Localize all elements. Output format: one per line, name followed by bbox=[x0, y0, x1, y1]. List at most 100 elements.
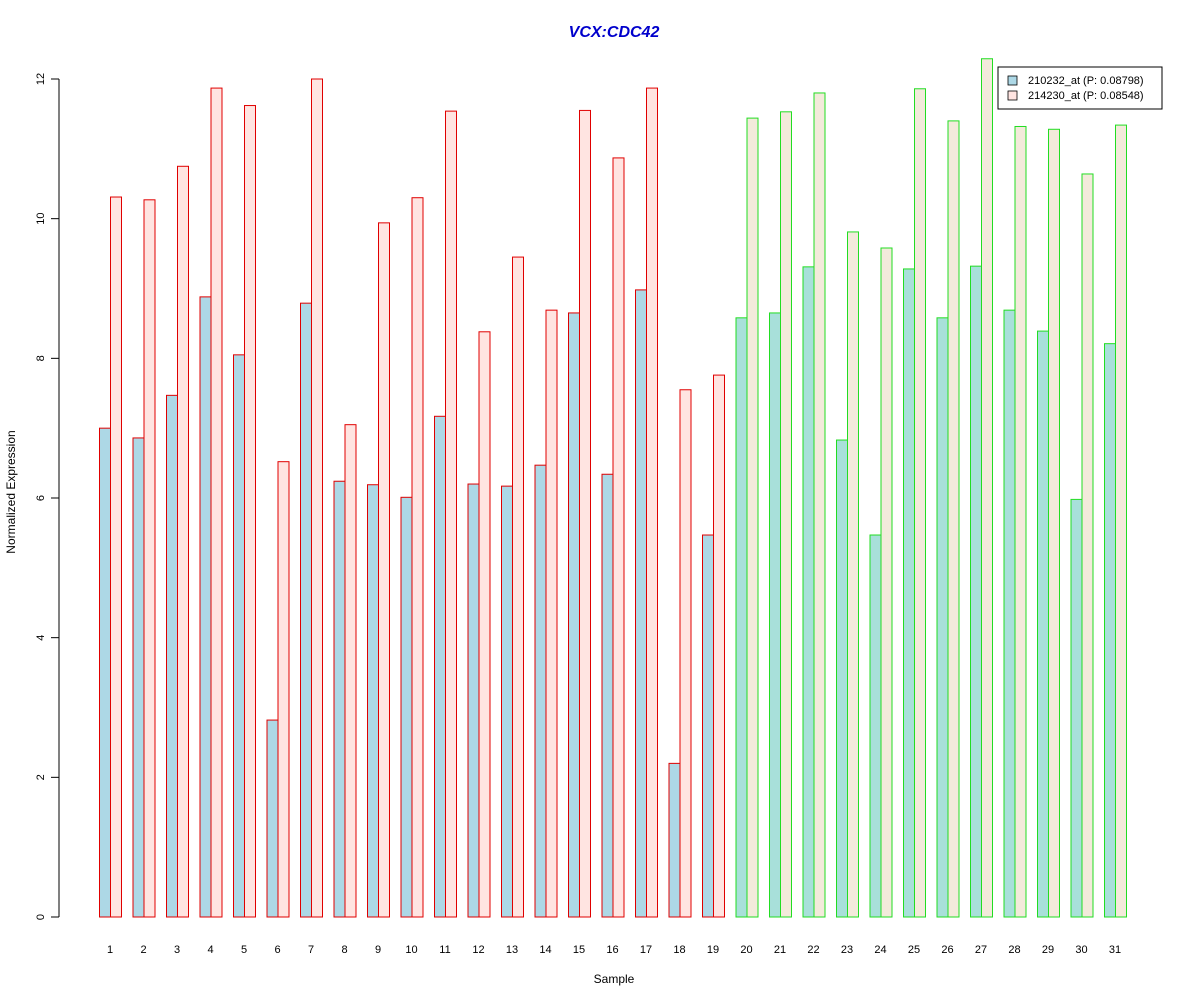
legend-swatch bbox=[1007, 90, 1018, 101]
x-tick-label: 11 bbox=[439, 944, 450, 956]
bar-s2-4 bbox=[210, 87, 223, 918]
bar-s1-25 bbox=[903, 268, 915, 918]
bar-s1-20 bbox=[735, 317, 748, 918]
x-tick-label: 2 bbox=[140, 944, 146, 956]
bar-s2-10 bbox=[411, 197, 424, 918]
y-tick-label: 8 bbox=[35, 355, 47, 361]
x-tick-label: 3 bbox=[174, 944, 180, 956]
bar-s1-15 bbox=[568, 312, 580, 918]
legend: 210232_at (P: 0.08798) 214230_at (P: 0.08… bbox=[997, 66, 1163, 110]
bar-s1-19 bbox=[702, 534, 714, 918]
bar-s2-11 bbox=[445, 110, 457, 918]
bar-s2-13 bbox=[512, 256, 524, 918]
x-tick-label: 6 bbox=[274, 944, 280, 956]
x-tick-label: 28 bbox=[1008, 944, 1020, 956]
x-tick-label: 17 bbox=[640, 944, 652, 956]
y-axis: 0 2 4 6 8 10 12 bbox=[35, 73, 60, 920]
x-tick-label: 1 bbox=[107, 944, 113, 956]
x-tick-label: 20 bbox=[740, 944, 752, 956]
bar-s1-24 bbox=[869, 534, 882, 918]
bar-s1-23 bbox=[836, 439, 848, 918]
bar-s1-1 bbox=[99, 427, 111, 918]
x-tick-label: 5 bbox=[241, 944, 247, 956]
x-tick-label: 22 bbox=[807, 944, 819, 956]
bar-s2-1 bbox=[110, 196, 122, 918]
bar-s2-25 bbox=[914, 88, 926, 918]
x-tick-label: 15 bbox=[573, 944, 585, 956]
x-tick-label: 23 bbox=[841, 944, 853, 956]
x-tick-label: 29 bbox=[1042, 944, 1054, 956]
x-tick-label: 4 bbox=[207, 944, 213, 956]
bar-s2-19 bbox=[713, 374, 725, 918]
chart-title: VCX:CDC42 bbox=[569, 24, 660, 41]
x-tick-label: 30 bbox=[1075, 944, 1087, 956]
x-axis-tick-labels: 1 2 3 4 5 6 7 8 9 10 11 12 13 14 15 16 17 18 19 20 21 22 23 24 2… bbox=[107, 944, 1121, 956]
x-tick-label: 19 bbox=[707, 944, 719, 956]
bar-s1-5 bbox=[233, 354, 245, 918]
bar-s2-17 bbox=[646, 87, 658, 918]
x-tick-label: 26 bbox=[941, 944, 953, 956]
x-tick-label: 25 bbox=[908, 944, 920, 956]
legend-label: 210232_at (P: 0.08798) bbox=[1028, 75, 1144, 87]
bar-s1-2 bbox=[132, 437, 145, 918]
bar-s1-8 bbox=[333, 480, 346, 918]
legend-swatch bbox=[1007, 75, 1018, 86]
bar-s1-26 bbox=[936, 317, 949, 918]
bar-s1-18 bbox=[668, 762, 681, 918]
bar-s1-14 bbox=[534, 464, 547, 918]
bar-s2-15 bbox=[579, 109, 591, 918]
bar-s1-29 bbox=[1037, 330, 1049, 918]
y-tick-label: 2 bbox=[35, 774, 47, 780]
bar-s2-29 bbox=[1048, 128, 1060, 918]
y-tick-label: 10 bbox=[35, 213, 47, 225]
x-tick-label: 21 bbox=[774, 944, 786, 956]
bar-s1-12 bbox=[467, 483, 480, 918]
bar-s1-22 bbox=[802, 266, 815, 918]
x-tick-label: 12 bbox=[472, 944, 484, 956]
bar-s2-2 bbox=[143, 199, 156, 918]
bar-s2-3 bbox=[177, 165, 189, 918]
y-axis-title: Normalized Expression bbox=[4, 430, 18, 553]
bar-s2-21 bbox=[780, 111, 792, 918]
bar-s1-27 bbox=[970, 265, 982, 918]
bar-s1-3 bbox=[166, 394, 178, 918]
x-tick-label: 13 bbox=[506, 944, 518, 956]
y-tick-label: 12 bbox=[35, 73, 47, 85]
bar-s2-9 bbox=[378, 222, 390, 918]
x-tick-label: 27 bbox=[975, 944, 987, 956]
bar-s1-21 bbox=[769, 312, 781, 918]
bar-s1-7 bbox=[300, 302, 312, 918]
bar-s1-10 bbox=[400, 496, 413, 918]
legend-box bbox=[997, 66, 1163, 110]
x-tick-label: 31 bbox=[1109, 944, 1121, 956]
x-tick-label: 8 bbox=[341, 944, 347, 956]
y-tick-label: 6 bbox=[35, 495, 47, 501]
bar-s2-22 bbox=[813, 92, 826, 918]
legend-label: 214230_at (P: 0.08548) bbox=[1028, 90, 1144, 102]
bar-s2-27 bbox=[981, 58, 993, 918]
bar-s2-7 bbox=[311, 78, 323, 918]
bar-s1-6 bbox=[266, 719, 279, 918]
bar-s2-6 bbox=[277, 461, 290, 918]
bar-s1-9 bbox=[367, 484, 379, 918]
bar-s2-28 bbox=[1014, 125, 1027, 918]
x-tick-label: 7 bbox=[308, 944, 314, 956]
bar-s2-5 bbox=[244, 105, 256, 918]
y-tick-label: 4 bbox=[35, 635, 47, 641]
bar-s2-23 bbox=[847, 231, 859, 918]
bar-s2-16 bbox=[612, 157, 625, 918]
bar-s2-24 bbox=[880, 247, 893, 918]
bar-s2-30 bbox=[1081, 173, 1094, 918]
x-tick-label: 14 bbox=[539, 944, 551, 956]
x-tick-label: 24 bbox=[874, 944, 886, 956]
y-tick-label: 0 bbox=[35, 914, 47, 920]
bar-s1-28 bbox=[1003, 309, 1016, 918]
bar-s2-26 bbox=[947, 120, 960, 918]
bar-s2-20 bbox=[746, 117, 759, 918]
bar-s1-13 bbox=[501, 485, 513, 918]
bar-s2-8 bbox=[344, 424, 357, 918]
bars-group bbox=[99, 58, 1127, 918]
bar-s1-30 bbox=[1070, 498, 1083, 918]
